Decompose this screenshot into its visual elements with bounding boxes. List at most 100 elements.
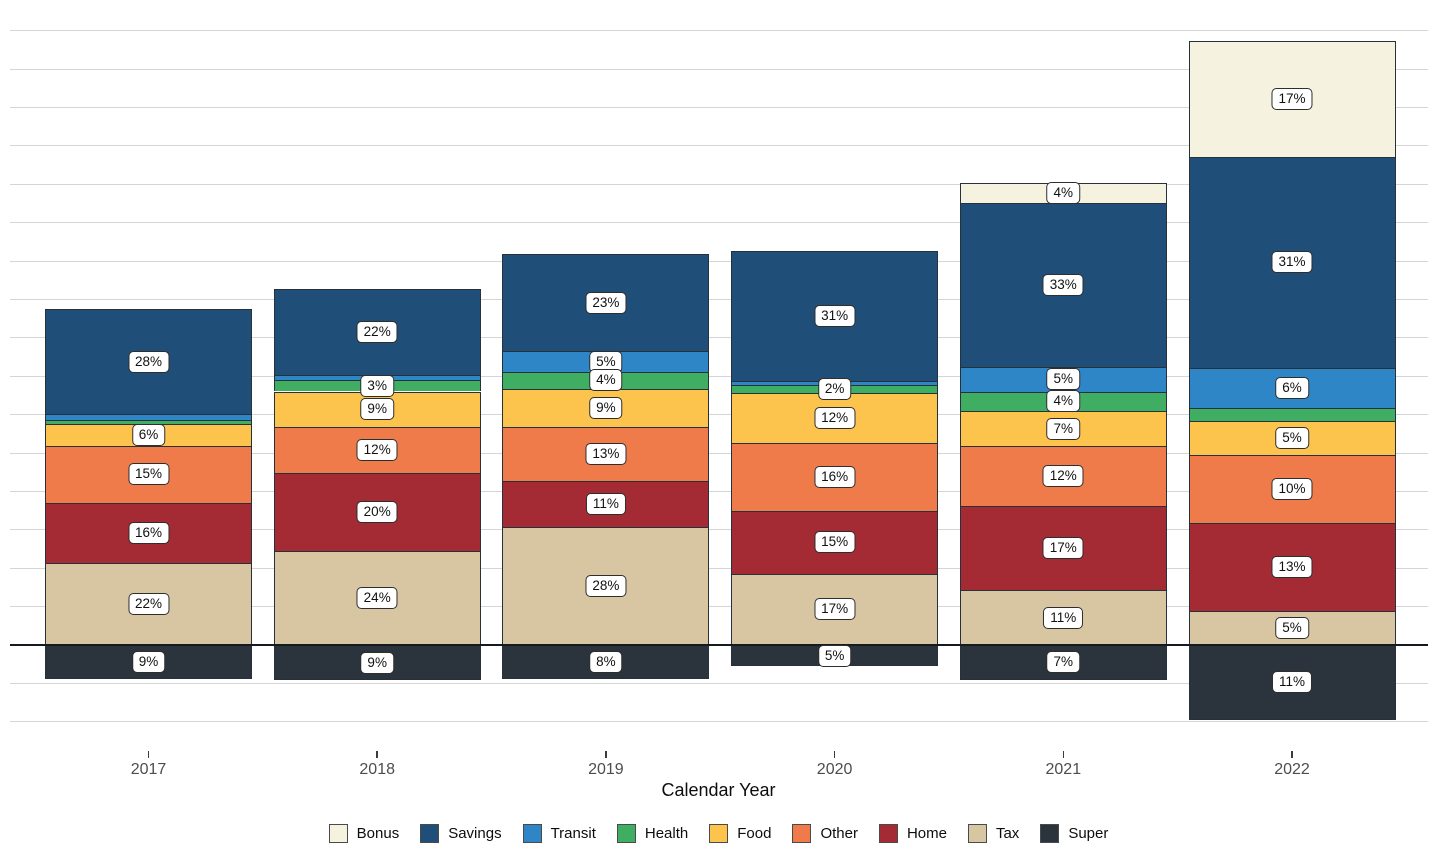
gridline <box>10 337 1428 339</box>
legend-label-tax: Tax <box>995 825 1020 842</box>
segment-label: 22% <box>127 592 170 615</box>
segment-label: 16% <box>127 521 170 544</box>
legend-swatch-other <box>792 824 812 843</box>
segment-label: 11% <box>1043 606 1084 629</box>
segment-label: 16% <box>814 466 856 488</box>
legend-item-bonus: Bonus <box>328 824 400 843</box>
segment-label: 5% <box>1275 617 1309 639</box>
x-axis-tick <box>833 751 836 758</box>
segment-label: 7% <box>1046 651 1081 674</box>
bar-segment-2022-health <box>1188 408 1396 421</box>
legend-label-transit: Transit <box>550 825 596 842</box>
legend-label-bonus: Bonus <box>356 825 400 842</box>
segment-label: 28% <box>585 575 627 598</box>
segment-label: 3% <box>360 374 394 397</box>
x-tick-label-2022: 2022 <box>1274 761 1310 778</box>
legend-item-other: Other <box>792 824 858 843</box>
bar-segment-2017-health <box>45 419 252 424</box>
segment-label: 13% <box>1271 555 1313 578</box>
x-axis-tick <box>605 751 607 758</box>
x-axis-title: Calendar Year <box>661 780 776 800</box>
segment-label: 23% <box>585 291 627 314</box>
gridline <box>10 30 1428 32</box>
legend-item-home: Home <box>878 824 947 843</box>
segment-label: 4% <box>1046 390 1081 413</box>
legend-swatch-transit <box>522 824 542 843</box>
segment-label: 33% <box>1042 273 1084 296</box>
segment-label: 9% <box>360 651 394 674</box>
legend-item-super: Super <box>1040 824 1108 843</box>
legend-swatch-savings <box>420 824 440 843</box>
segment-label: 15% <box>814 531 856 554</box>
gridline <box>10 145 1428 147</box>
legend-swatch-super <box>1040 824 1060 843</box>
x-axis-tick <box>376 751 378 758</box>
legend-item-savings: Savings <box>420 824 502 843</box>
x-tick-label-2021: 2021 <box>1045 761 1082 778</box>
gridline <box>10 298 1428 300</box>
gridline <box>10 260 1428 262</box>
gridline <box>10 183 1428 185</box>
segment-label: 17% <box>1042 537 1084 560</box>
gridline <box>10 606 1428 608</box>
legend-swatch-tax <box>967 824 987 843</box>
segment-label: 4% <box>1046 181 1081 204</box>
legend-label-food: Food <box>737 825 772 842</box>
legend-label-health: Health <box>644 825 689 842</box>
segment-label: 9% <box>589 396 623 419</box>
segment-label: 15% <box>127 463 170 486</box>
segment-label: 12% <box>814 407 856 430</box>
gridline <box>10 375 1428 377</box>
bar-segment-2017-transit <box>45 414 252 420</box>
gridline <box>10 490 1428 492</box>
segment-label: 12% <box>1042 465 1084 488</box>
segment-label: 5% <box>817 644 852 667</box>
legend-label-savings: Savings <box>448 825 502 842</box>
segment-label: 24% <box>356 587 398 610</box>
legend-item-tax: Tax <box>967 824 1020 843</box>
segment-label: 31% <box>1271 251 1313 274</box>
gridline <box>10 106 1428 108</box>
bar-segment-2022-food <box>1188 420 1396 455</box>
segment-label: 12% <box>356 439 398 461</box>
x-tick-label-2018: 2018 <box>359 761 395 778</box>
zero-axis-line <box>10 644 1428 646</box>
legend-swatch-home <box>878 824 898 843</box>
segment-label: 10% <box>1271 477 1313 500</box>
x-axis-tick <box>147 751 150 758</box>
legend-label-other: Other <box>820 825 858 842</box>
x-tick-label-2019: 2019 <box>588 761 624 778</box>
segment-label: 2% <box>817 377 852 400</box>
segment-label: 5% <box>589 350 623 373</box>
legend: Bonus Savings Transit Health Food Other Home Ta… <box>0 824 1437 843</box>
legend-swatch-bonus <box>328 824 348 843</box>
legend-item-food: Food <box>709 824 771 843</box>
gridline <box>10 452 1428 454</box>
x-axis-tick <box>1062 751 1065 758</box>
gridline <box>10 68 1428 70</box>
segment-label: 11% <box>1271 671 1313 694</box>
legend-swatch-food <box>709 824 729 843</box>
segment-label: 5% <box>1046 368 1081 391</box>
legend-label-super: Super <box>1068 825 1109 842</box>
segment-label: 28% <box>127 350 170 373</box>
x-axis-tick <box>1291 751 1293 758</box>
legend-swatch-health <box>616 824 636 843</box>
gridline <box>10 721 1428 723</box>
segment-label: 8% <box>589 650 623 673</box>
segment-label: 11% <box>585 493 626 516</box>
x-tick-label-2017: 2017 <box>130 761 167 778</box>
segment-label: 17% <box>814 598 856 621</box>
gridline <box>10 529 1428 531</box>
legend-item-health: Health <box>616 824 689 843</box>
legend-label-home: Home <box>906 825 947 842</box>
segment-label: 7% <box>1046 417 1081 440</box>
segment-label: 5% <box>1275 426 1309 449</box>
segment-label: 17% <box>1271 87 1313 110</box>
gridline <box>10 222 1428 224</box>
bar-segment-2021-super <box>959 645 1167 680</box>
segment-label: 9% <box>131 650 166 673</box>
segment-label: 31% <box>814 305 856 328</box>
